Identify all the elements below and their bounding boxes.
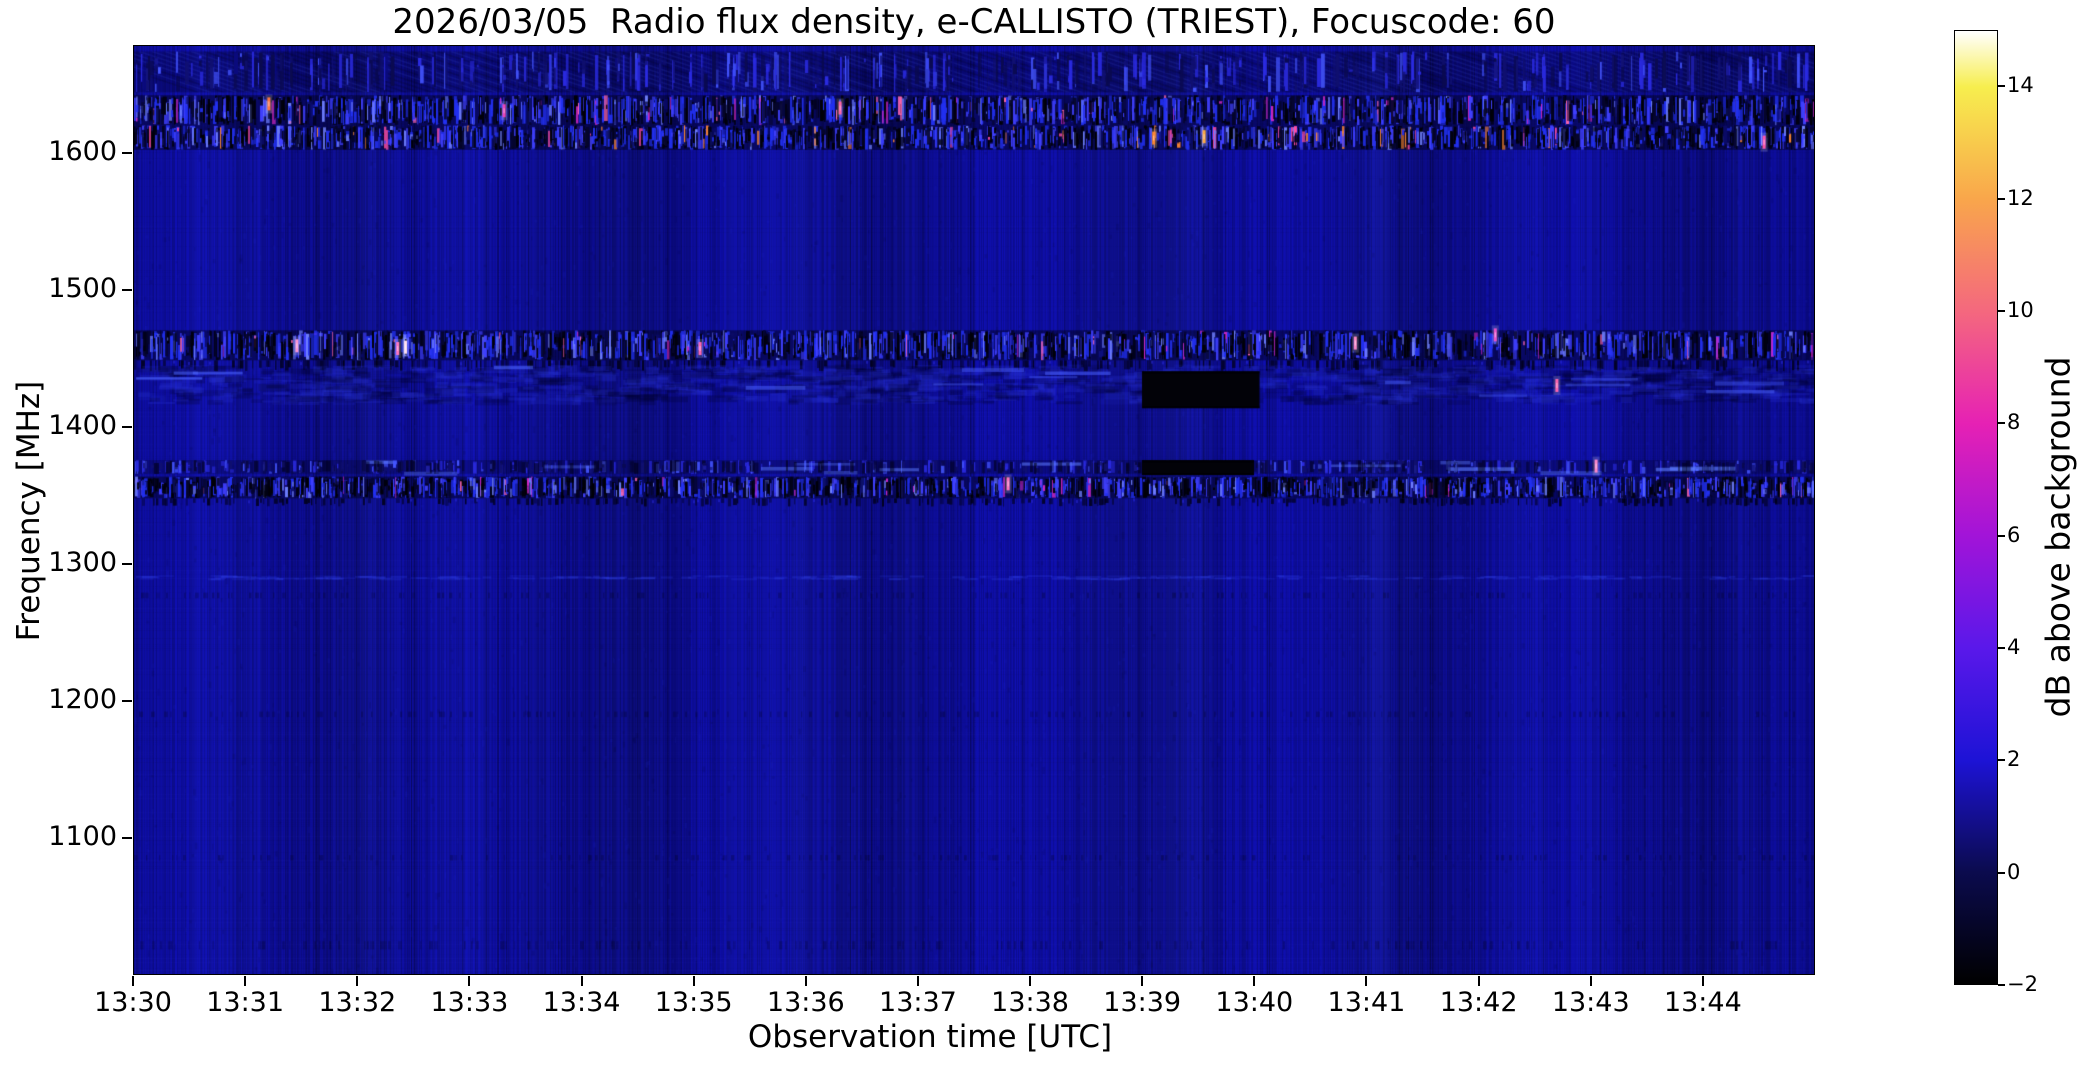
spectrogram-heatmap (134, 46, 1814, 974)
y-tick-mark (122, 152, 132, 155)
x-tick-mark (804, 976, 807, 986)
colorbar-tick-label: 12 (2007, 185, 2034, 210)
colorbar-tick-mark (1998, 85, 2005, 88)
chart-title: 2026/03/05 Radio flux density, e-CALLIST… (392, 2, 1556, 42)
x-tick-label: 13:32 (318, 987, 397, 1018)
y-tick-label: 1500 (48, 273, 117, 305)
colorbar-tick-label: 0 (2007, 859, 2021, 884)
y-tick-label: 1100 (48, 821, 117, 853)
x-tick-mark (1477, 976, 1480, 986)
x-tick-mark (1589, 976, 1592, 986)
x-tick-label: 13:34 (542, 987, 621, 1018)
y-tick-label: 1600 (48, 136, 117, 168)
x-tick-mark (1365, 976, 1368, 986)
colorbar-tick-label: 6 (2007, 522, 2021, 547)
x-tick-label: 13:40 (1215, 987, 1294, 1018)
x-tick-mark (1701, 976, 1704, 986)
colorbar-tick-mark (1998, 309, 2005, 312)
colorbar (1954, 30, 1998, 985)
x-tick-label: 13:37 (879, 987, 957, 1018)
x-tick-mark (244, 976, 247, 986)
x-tick-label: 13:31 (206, 987, 285, 1018)
x-tick-mark (1029, 976, 1032, 986)
x-tick-mark (468, 976, 471, 986)
x-tick-label: 13:35 (654, 987, 733, 1018)
colorbar-tick-label: 8 (2007, 410, 2021, 435)
colorbar-tick-label: 14 (2007, 73, 2034, 98)
colorbar-tick-mark (1998, 984, 2005, 986)
x-tick-label: 13:41 (1327, 987, 1406, 1018)
x-tick-mark (132, 976, 134, 986)
y-tick-mark (122, 426, 132, 429)
colorbar-tick-mark (1998, 646, 2005, 649)
x-tick-label: 13:42 (1439, 987, 1518, 1018)
x-tick-mark (356, 976, 359, 986)
colorbar-tick-mark (1998, 534, 2005, 537)
colorbar-tick-label: 4 (2007, 634, 2021, 659)
x-tick-label: 13:33 (430, 987, 509, 1018)
y-tick-mark (122, 289, 132, 292)
x-tick-label: 13:36 (766, 987, 845, 1018)
y-tick-mark (122, 563, 132, 566)
colorbar-tick-label: 2 (2007, 747, 2021, 772)
x-tick-mark (916, 976, 919, 986)
x-tick-mark (1253, 976, 1256, 986)
colorbar-tick-mark (1998, 197, 2005, 200)
x-axis-label: Observation time [UTC] (747, 1019, 1113, 1055)
x-tick-mark (1141, 976, 1144, 986)
x-tick-label: 13:43 (1551, 987, 1630, 1018)
y-tick-label: 1200 (48, 684, 117, 716)
y-tick-label: 1400 (48, 410, 117, 442)
colorbar-tick-label: 10 (2007, 297, 2034, 322)
x-tick-mark (692, 976, 695, 986)
spectrogram-plot-area (133, 45, 1815, 975)
x-tick-label: 13:44 (1663, 987, 1742, 1018)
x-tick-label: 13:38 (991, 987, 1069, 1018)
x-tick-mark (580, 976, 583, 986)
y-tick-label: 1300 (48, 547, 117, 579)
colorbar-label: dB above background (2038, 356, 2078, 718)
x-tick-label: 13:39 (1103, 987, 1182, 1018)
colorbar-tick-mark (1998, 759, 2005, 762)
y-tick-mark (122, 700, 132, 703)
colorbar-tick-mark (1998, 871, 2005, 874)
y-tick-mark (122, 837, 132, 840)
colorbar-tick-mark (1998, 422, 2005, 425)
colorbar-tick-label: −2 (2007, 972, 2038, 996)
x-tick-label: 13:30 (94, 987, 172, 1018)
